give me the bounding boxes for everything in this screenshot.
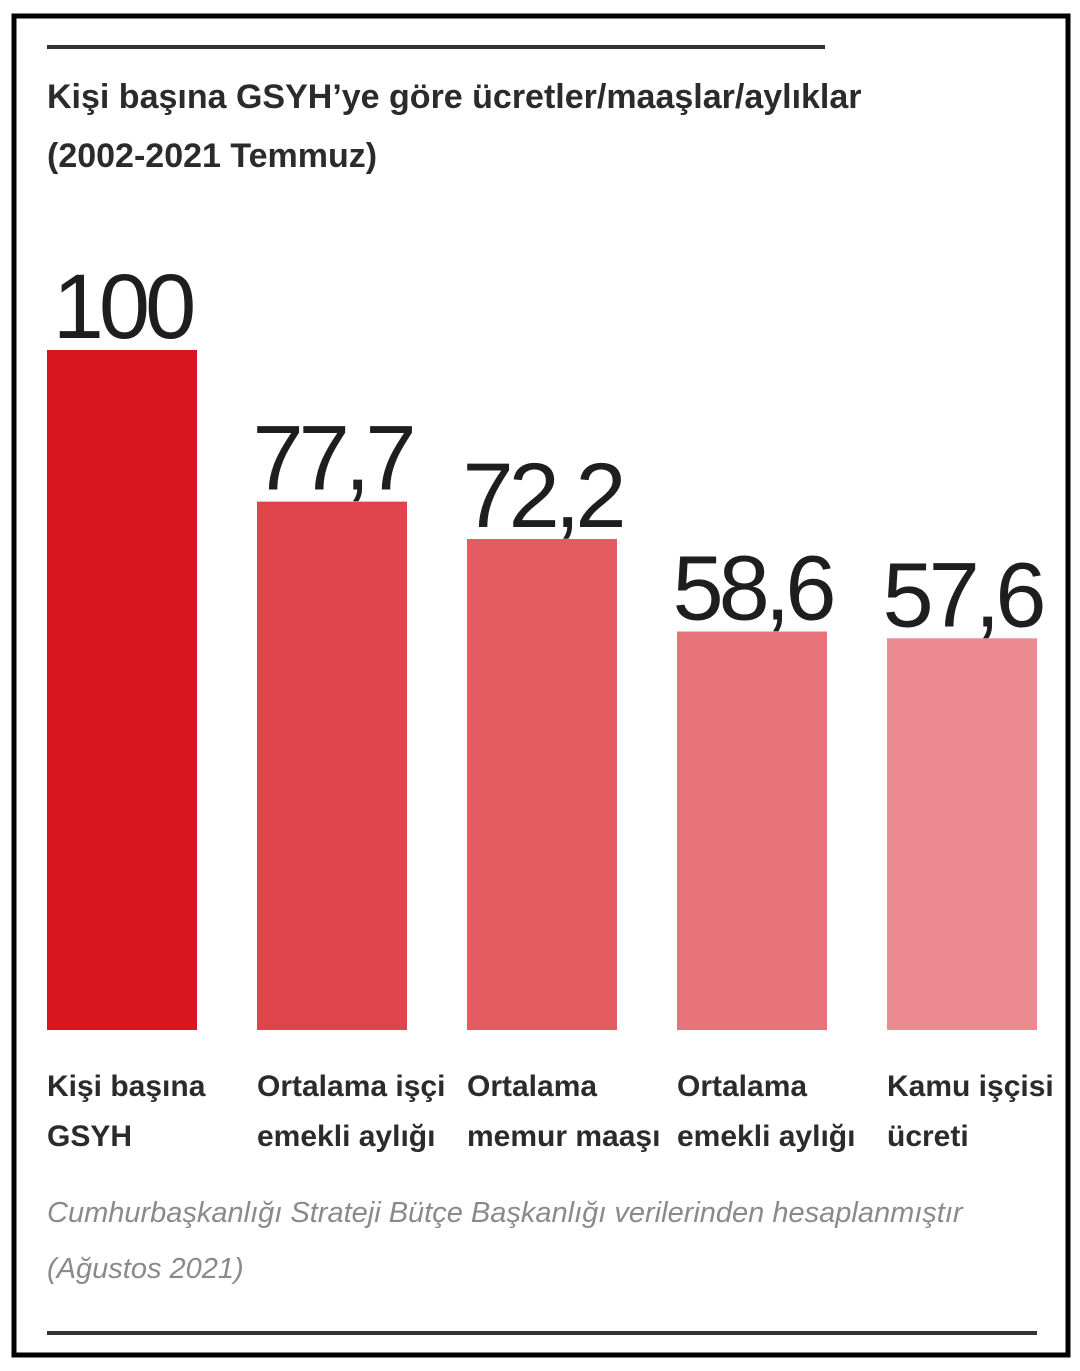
source: (Ağustos 2021)	[47, 1253, 244, 1285]
value-label: 57,6	[882, 544, 1043, 646]
value-label: 72,2	[462, 445, 622, 547]
source: Cumhurbaşkanlığı Strateji Bütçe Başkanlı…	[47, 1197, 964, 1229]
top-rule	[47, 45, 825, 49]
bar	[887, 638, 1037, 1030]
chart-title: Kişi başına GSYH’ye göre ücretler/maaşla…	[47, 78, 862, 116]
frame	[11, 13, 1071, 1358]
x-tick-label: Kişi başına	[47, 1070, 206, 1103]
x-tick-label: Ortalama işçi	[257, 1070, 445, 1103]
chart-subtitle: (2002-2021 Temmuz)	[47, 137, 377, 175]
x-tick-label: Ortalama	[467, 1070, 597, 1103]
x-tick-label: ücreti	[887, 1120, 969, 1153]
bottom-rule	[47, 1331, 1037, 1335]
x-tick-label: GSYH	[47, 1120, 132, 1153]
x-tick-label: Kamu işçisi	[887, 1070, 1054, 1103]
bar	[467, 539, 617, 1030]
bar	[257, 501, 407, 1030]
x-tick-label: Ortalama	[677, 1070, 807, 1103]
value-label: 77,7	[252, 408, 412, 510]
x-tick-label: memur maaşı	[467, 1120, 660, 1153]
x-tick-label: emekli aylığı	[677, 1120, 855, 1153]
value-label: 58,6	[672, 538, 833, 640]
x-tick-label: emekli aylığı	[257, 1120, 435, 1153]
bar	[677, 631, 827, 1030]
value-label: 100	[53, 256, 193, 358]
bar	[47, 350, 197, 1030]
